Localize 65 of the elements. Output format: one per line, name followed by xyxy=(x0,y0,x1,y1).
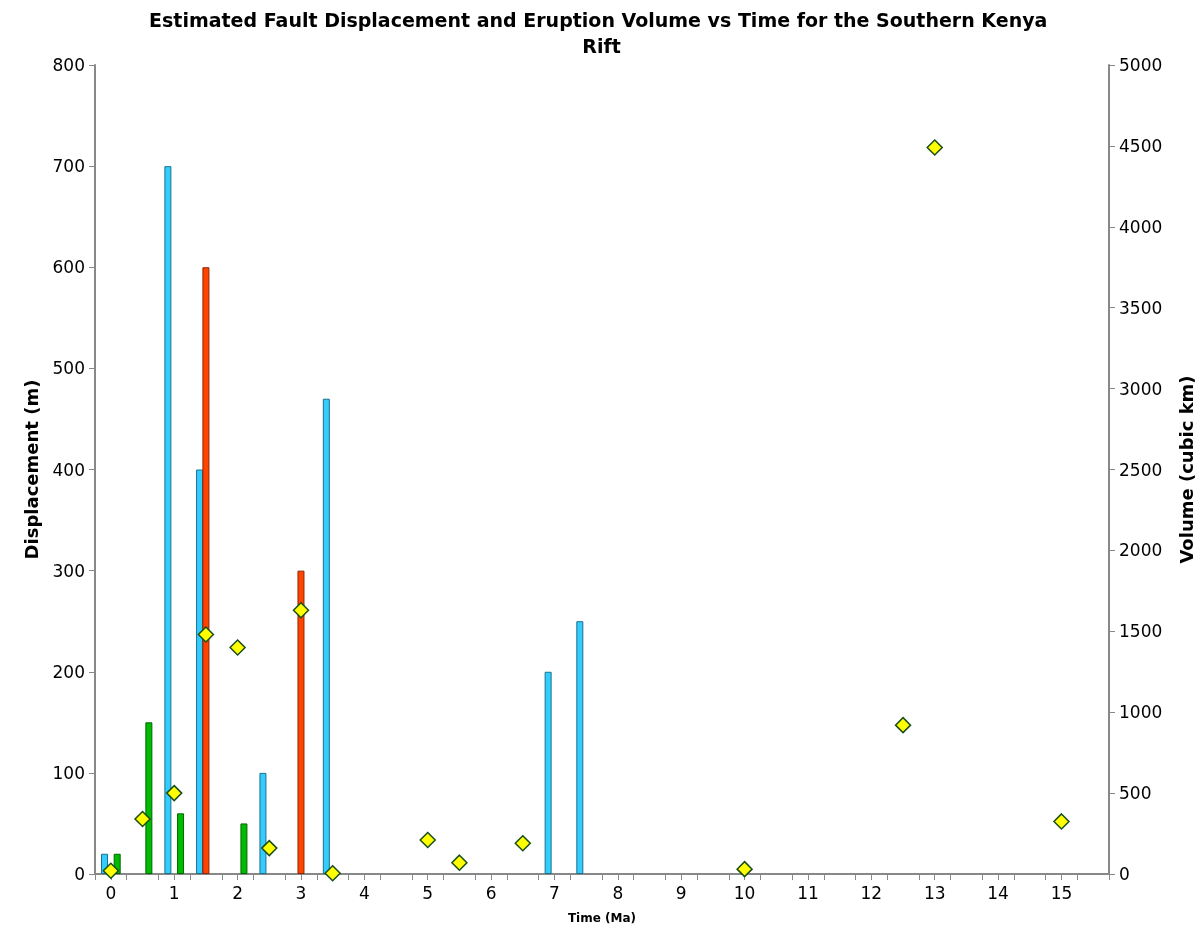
point xyxy=(197,626,215,643)
bar xyxy=(145,722,153,874)
y2-tick-label: 3500 xyxy=(1119,297,1163,318)
y-tick-label: 600 xyxy=(52,257,85,278)
y-tick-label: 800 xyxy=(52,55,85,75)
point xyxy=(736,860,753,878)
bar xyxy=(322,398,330,874)
point xyxy=(419,831,436,849)
x-tick-label: 5 xyxy=(422,882,434,903)
bar xyxy=(202,267,210,874)
bar xyxy=(297,570,305,874)
point xyxy=(102,862,120,880)
y2-tick-label: 2500 xyxy=(1119,459,1163,480)
x-tick-label: 12 xyxy=(860,882,883,903)
x-tick-label: 1 xyxy=(168,882,180,903)
x-tick-label: 9 xyxy=(675,882,687,903)
x-tick-label: 2 xyxy=(232,882,244,903)
bar xyxy=(259,772,267,874)
x-tick-label: 14 xyxy=(987,882,1009,903)
y2-tick-label: 0 xyxy=(1119,864,1130,884)
point xyxy=(894,716,912,734)
y-tick-label: 300 xyxy=(52,560,85,581)
point xyxy=(514,835,532,852)
y2-tick-label: 4500 xyxy=(1119,135,1163,156)
point xyxy=(165,784,183,802)
x-tick-label: 8 xyxy=(612,882,624,903)
y-tick-label: 500 xyxy=(52,358,85,379)
x-tick-label: 15 xyxy=(1050,882,1073,903)
bar xyxy=(240,823,248,874)
y-tick-label: 200 xyxy=(52,661,85,682)
point xyxy=(451,854,468,871)
bar xyxy=(576,621,584,874)
y2-axis-title: Volume (cubic km) xyxy=(1175,375,1197,564)
y-tick-label: 0 xyxy=(74,864,85,884)
x-tick-label: 7 xyxy=(549,882,560,903)
point xyxy=(1053,813,1070,830)
x-tick-label: 13 xyxy=(923,882,946,903)
y2-tick-label: 5000 xyxy=(1119,55,1163,75)
point xyxy=(324,864,341,882)
point xyxy=(261,839,278,857)
point xyxy=(134,810,151,828)
chart-title: Estimated Fault Displacement and Eruption Volume vs Time for the Southern Kenya Rift xyxy=(149,9,1054,57)
x-tick-label: 6 xyxy=(485,882,497,903)
y2-tick-label: 3000 xyxy=(1119,378,1163,399)
y-axis-title: Displacement (m) xyxy=(20,379,42,560)
y-tick-label: 100 xyxy=(52,762,85,783)
x-tick-label: 10 xyxy=(733,882,756,903)
y-tick-label: 400 xyxy=(52,459,85,480)
y2-tick-label: 4000 xyxy=(1119,216,1163,237)
bar xyxy=(177,813,185,874)
bar xyxy=(164,166,172,874)
point xyxy=(926,139,943,156)
bar xyxy=(544,671,552,874)
y2-tick-label: 1500 xyxy=(1119,621,1163,642)
x-tick-label: 11 xyxy=(797,882,819,903)
point xyxy=(292,602,310,619)
point xyxy=(229,639,246,656)
x-tick-label: 3 xyxy=(295,882,307,903)
x-tick-label: 0 xyxy=(105,882,117,903)
y2-tick-label: 2000 xyxy=(1119,540,1163,561)
y-tick-label: 700 xyxy=(52,156,85,177)
x-axis-title: Time (Ma) xyxy=(567,911,637,925)
x-tick-label: 4 xyxy=(358,882,370,903)
y2-tick-label: 500 xyxy=(1119,783,1152,804)
y2-tick-label: 1000 xyxy=(1119,702,1163,723)
